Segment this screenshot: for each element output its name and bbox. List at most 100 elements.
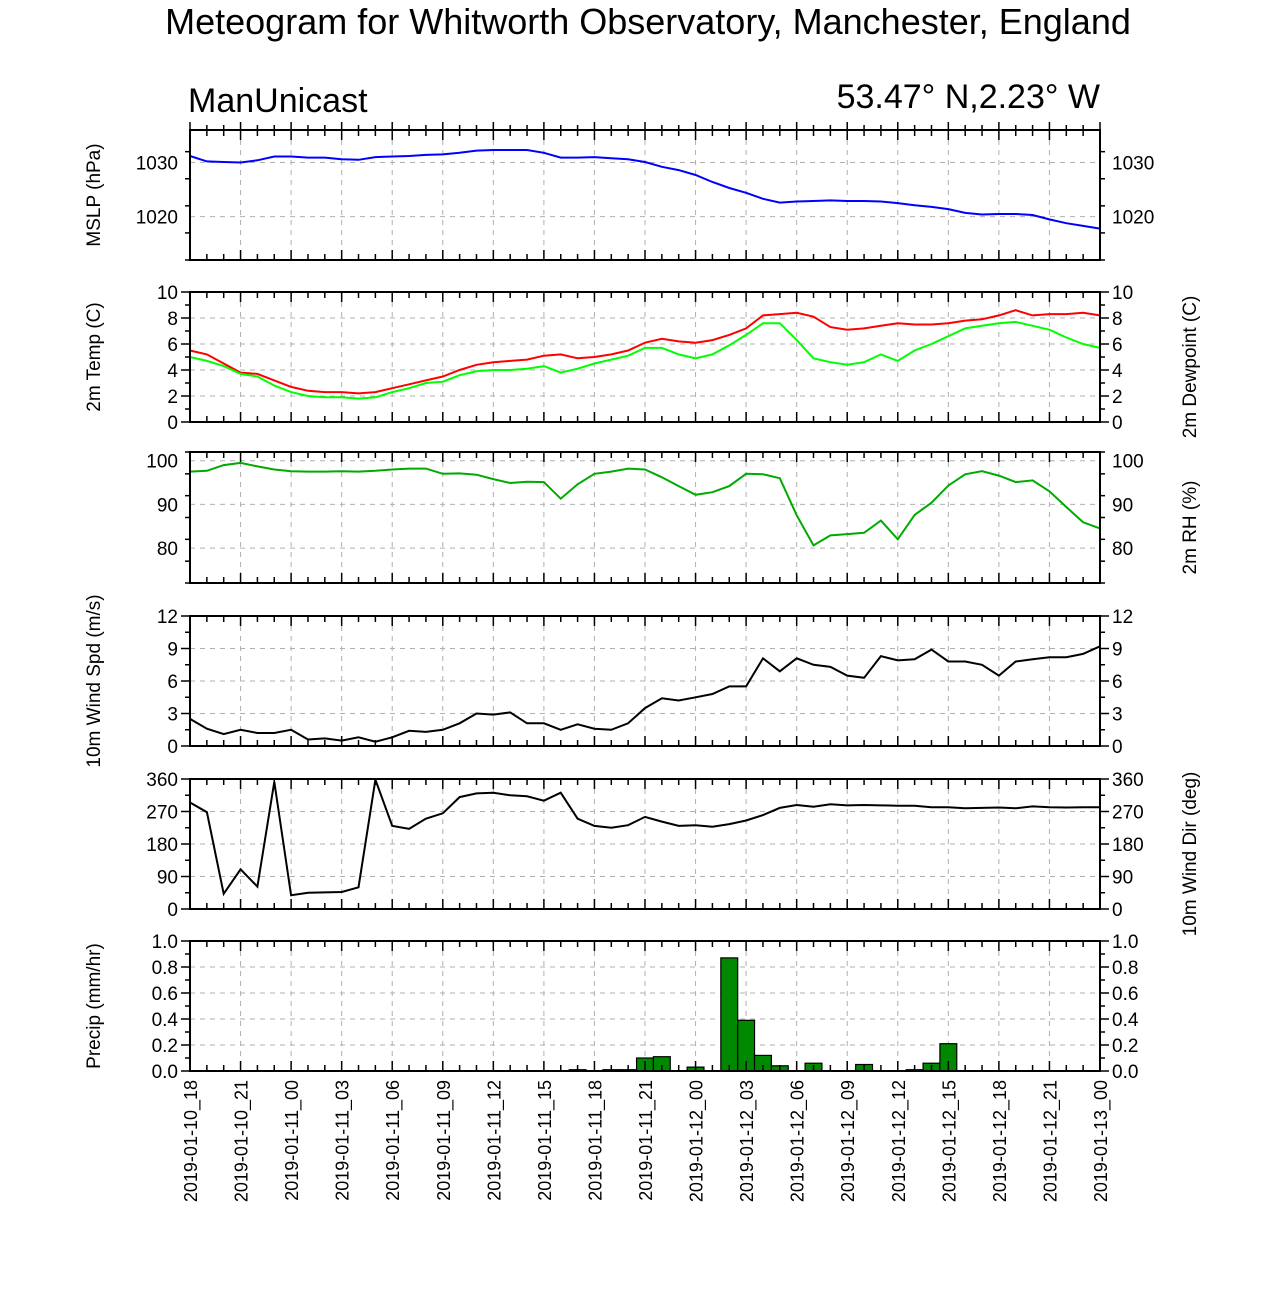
y-tick-label-right: 4 bbox=[1112, 361, 1123, 382]
y-tick-label-left: 0.8 bbox=[152, 958, 178, 979]
y-tick-label-right: 0.2 bbox=[1112, 1036, 1138, 1057]
series-line-1 bbox=[189, 779, 1100, 897]
y-tick-label-left: 12 bbox=[157, 607, 178, 628]
series-line-2 bbox=[189, 320, 1101, 400]
y-tick-label-right: 1030 bbox=[1112, 154, 1154, 175]
panel-2: 0 0 2 2 4 4 6 6 8 8 10 10 2m Temp (C) 2m Dewpoint (C) bbox=[84, 283, 1201, 438]
y-tick-label-right: 0 bbox=[1112, 413, 1123, 434]
x-tick-label: 2019-01-11_06 bbox=[383, 1080, 404, 1201]
y-tick-label-left: 3 bbox=[167, 705, 178, 726]
y-tick-label-right: 0.8 bbox=[1112, 958, 1138, 979]
y-tick-label-right: 6 bbox=[1112, 672, 1123, 693]
x-tick-label: 2019-01-13_00 bbox=[1091, 1080, 1112, 1202]
time-axis: 2019-01-10_18 2019-01-10_21 2019-01-11_00 2… bbox=[181, 1080, 1112, 1202]
x-tick-label: 2019-01-11_00 bbox=[282, 1080, 303, 1201]
chart-title: Meteogram for Whitworth Observatory, Man… bbox=[165, 1, 1131, 42]
panel-4: 0 0 3 3 6 6 9 9 12 12 10m Wind Spd (m/s) bbox=[84, 594, 1133, 767]
y-tick-label-left: 90 bbox=[157, 495, 178, 516]
y-axis-title-left: 2m Temp (C) bbox=[84, 302, 105, 411]
y-tick-label-right: 80 bbox=[1112, 539, 1133, 560]
panel-frame bbox=[189, 940, 1101, 1072]
y-axis-title-left: Precip (mm/hr) bbox=[84, 943, 105, 1069]
y-tick-label-left: 0.6 bbox=[152, 984, 178, 1005]
x-tick-label: 2019-01-11_21 bbox=[636, 1080, 657, 1201]
x-tick-label: 2019-01-12_12 bbox=[889, 1080, 910, 1202]
y-tick-label-left: 0.4 bbox=[152, 1010, 179, 1031]
y-tick-label-left: 0.0 bbox=[152, 1062, 178, 1083]
y-tick-label-right: 0.4 bbox=[1112, 1010, 1139, 1031]
y-tick-label-right: 9 bbox=[1112, 640, 1123, 661]
x-tick-label: 2019-01-12_00 bbox=[687, 1080, 708, 1202]
y-tick-label-right: 90 bbox=[1112, 868, 1133, 889]
panel-1: 1020 1020 1030 1030 MSLP (hPa) bbox=[84, 122, 1154, 261]
y-tick-label-left: 0 bbox=[167, 900, 178, 921]
y-tick-label-left: 8 bbox=[167, 309, 178, 330]
x-tick-label: 2019-01-12_18 bbox=[990, 1080, 1011, 1202]
y-tick-label-left: 90 bbox=[157, 868, 178, 889]
source-label: ManUnicast bbox=[188, 82, 368, 120]
panel-3: 80 80 90 90 100 100 2m RH (%) bbox=[146, 451, 1201, 584]
x-tick-label: 2019-01-12_21 bbox=[1040, 1080, 1061, 1202]
precip-bar bbox=[720, 957, 739, 1072]
series-line-1 bbox=[189, 461, 1101, 547]
x-tick-label: 2019-01-12_15 bbox=[939, 1080, 960, 1202]
y-tick-label-right: 100 bbox=[1112, 452, 1144, 473]
y-tick-label-left: 0.2 bbox=[152, 1036, 178, 1057]
y-axis-title-left: 10m Wind Spd (m/s) bbox=[84, 594, 105, 767]
y-tick-label-left: 80 bbox=[157, 539, 178, 560]
series-line-1 bbox=[189, 309, 1101, 395]
y-tick-label-left: 6 bbox=[167, 335, 178, 356]
y-axis-title-left: MSLP (hPa) bbox=[84, 143, 105, 246]
x-tick-label: 2019-01-11_18 bbox=[585, 1080, 606, 1201]
y-tick-label-right: 10 bbox=[1112, 283, 1133, 304]
x-tick-label: 2019-01-10_21 bbox=[232, 1080, 253, 1202]
y-tick-label-left: 0 bbox=[167, 737, 178, 758]
y-tick-label-right: 2 bbox=[1112, 387, 1123, 408]
y-axis-title-right: 10m Wind Dir (deg) bbox=[1180, 772, 1201, 937]
panel-frame bbox=[189, 129, 1101, 261]
y-axis-title-right: 2m Dewpoint (C) bbox=[1180, 296, 1201, 439]
x-tick-label: 2019-01-11_15 bbox=[535, 1080, 556, 1201]
panel-frame bbox=[189, 615, 1101, 747]
panel-frame bbox=[189, 291, 1101, 423]
y-tick-label-right: 3 bbox=[1112, 705, 1123, 726]
y-tick-label-left: 1.0 bbox=[152, 932, 178, 953]
x-tick-label: 2019-01-12_03 bbox=[737, 1080, 758, 1202]
y-tick-label-left: 180 bbox=[146, 835, 178, 856]
series-line-1 bbox=[189, 149, 1101, 230]
panel-6: 0.0 0.0 0.2 0.2 0.4 0.4 0.6 0.6 0.8 0.8 1.0 1.0 Prec… bbox=[84, 932, 1139, 1083]
y-tick-label-right: 6 bbox=[1112, 335, 1123, 356]
y-tick-label-left: 270 bbox=[146, 803, 178, 824]
y-tick-label-right: 8 bbox=[1112, 309, 1123, 330]
y-tick-label-left: 6 bbox=[167, 672, 178, 693]
y-tick-label-left: 100 bbox=[146, 452, 178, 473]
y-tick-label-right: 0 bbox=[1112, 737, 1123, 758]
y-tick-label-left: 4 bbox=[167, 361, 178, 382]
x-tick-label: 2019-01-11_03 bbox=[333, 1080, 354, 1201]
y-tick-label-right: 1.0 bbox=[1112, 932, 1138, 953]
y-tick-label-right: 360 bbox=[1112, 770, 1144, 791]
y-tick-label-left: 1020 bbox=[136, 208, 178, 229]
y-tick-label-right: 270 bbox=[1112, 803, 1144, 824]
y-tick-label-left: 0 bbox=[167, 413, 178, 434]
panel-5: 0 0 90 90 180 180 270 270 360 360 10m Wind Dir (de… bbox=[146, 770, 1201, 936]
location-label: 53.47° N,2.23° W bbox=[837, 78, 1100, 116]
y-axis-title-right: 2m RH (%) bbox=[1180, 481, 1201, 575]
panel-frame bbox=[189, 778, 1101, 910]
y-tick-label-right: 0 bbox=[1112, 900, 1123, 921]
x-tick-label: 2019-01-10_18 bbox=[181, 1080, 202, 1202]
y-tick-label-left: 2 bbox=[167, 387, 178, 408]
y-tick-label-left: 10 bbox=[157, 283, 178, 304]
x-tick-label: 2019-01-11_12 bbox=[484, 1080, 505, 1201]
y-tick-label-right: 90 bbox=[1112, 495, 1133, 516]
x-tick-label: 2019-01-12_09 bbox=[838, 1080, 859, 1202]
y-tick-label-right: 1020 bbox=[1112, 208, 1154, 229]
x-tick-label: 2019-01-12_06 bbox=[788, 1080, 809, 1202]
y-tick-label-right: 180 bbox=[1112, 835, 1144, 856]
y-tick-label-left: 9 bbox=[167, 640, 178, 661]
y-tick-label-right: 12 bbox=[1112, 607, 1133, 628]
y-tick-label-left: 360 bbox=[146, 770, 178, 791]
y-tick-label-right: 0.6 bbox=[1112, 984, 1138, 1005]
